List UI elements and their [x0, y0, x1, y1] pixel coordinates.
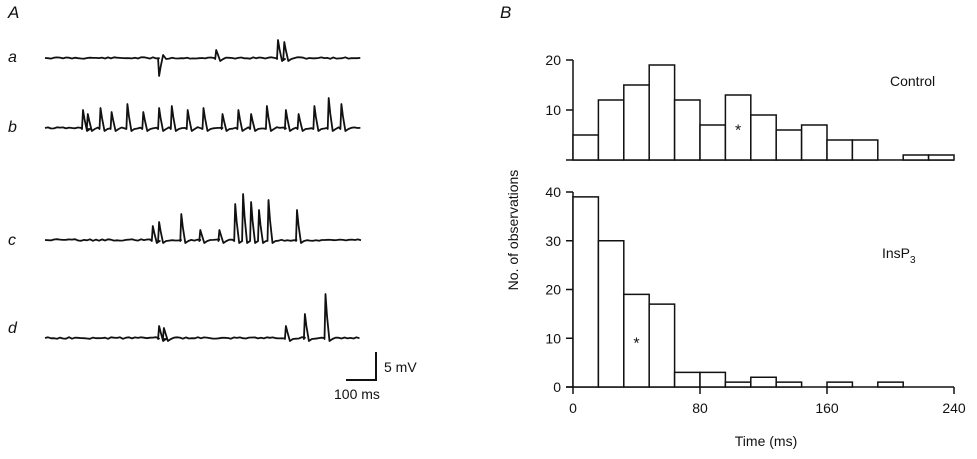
scale-bar	[346, 352, 377, 381]
bar-0-9	[800, 124, 828, 161]
series-label-insp3-sub: 3	[910, 255, 916, 266]
bar-0-6	[724, 94, 752, 161]
x-tick-label-80: 80	[692, 400, 708, 416]
trace-label-b: b	[8, 119, 17, 136]
voltage-trace-c	[44, 193, 362, 244]
series-label-insp3: InsP3	[882, 245, 916, 266]
bar-0-4	[673, 99, 701, 161]
bar-0-2	[623, 84, 650, 161]
y-tick-label-1-20: 20	[545, 282, 561, 298]
histogram-insp3: 0 10 20 30 40 * 0 80 160 240	[545, 184, 965, 416]
scale-time-label: 100 ms	[334, 386, 380, 402]
bar-0-10	[826, 139, 854, 161]
x-tick-label-160: 160	[815, 400, 839, 416]
x-tick-label-240: 240	[942, 400, 966, 416]
voltage-trace-d	[44, 293, 360, 342]
series-label-insp3-main: InsP	[882, 245, 910, 261]
bar-0-1	[597, 99, 625, 161]
bar-1-6	[724, 381, 752, 388]
bar-1-1	[597, 240, 625, 388]
y-tick-label-0-20: 20	[545, 52, 561, 68]
bar-1-12	[877, 381, 904, 388]
series-label-control: Control	[890, 73, 935, 89]
bar-0-8	[775, 129, 803, 161]
bar-0-5	[699, 124, 727, 161]
y-axis-title: No. of observations	[505, 170, 521, 291]
trace-label-d: d	[8, 320, 18, 337]
panel-b-label: B	[500, 3, 511, 22]
mean-marker-1: *	[633, 336, 639, 353]
bar-0-13	[902, 154, 930, 161]
y-tick-label-1-30: 30	[545, 233, 561, 249]
histogram-control: 10 20 *	[545, 52, 955, 161]
bar-1-2	[623, 293, 650, 388]
panel-a-label: A	[7, 3, 19, 22]
panel-a-traces	[44, 39, 362, 342]
y-tick-label-1-40: 40	[545, 184, 561, 200]
bar-1-5	[699, 371, 727, 388]
bar-0-0	[572, 134, 600, 161]
voltage-trace-a	[44, 39, 361, 77]
bar-0-7	[750, 114, 777, 161]
bar-0-11	[851, 139, 879, 161]
x-axis-title: Time (ms)	[735, 433, 797, 449]
bar-0-3	[648, 64, 676, 161]
bar-1-8	[775, 381, 803, 388]
y-tick-label-1-0: 0	[553, 379, 561, 395]
trace-label-c: c	[8, 232, 16, 249]
bar-1-7	[750, 376, 777, 388]
bar-1-4	[673, 371, 701, 388]
scale-voltage-label: 5 mV	[384, 359, 417, 375]
x-tick-label-0: 0	[569, 400, 577, 416]
voltage-trace-b	[44, 97, 361, 132]
mean-marker-0: *	[735, 123, 741, 140]
y-tick-label-0-10: 10	[545, 102, 561, 118]
bar-0-14	[927, 154, 955, 161]
y-tick-label-1-10: 10	[545, 330, 561, 346]
trace-label-a: a	[8, 49, 17, 66]
bar-1-0	[572, 196, 600, 388]
bar-1-3	[648, 303, 676, 388]
bar-1-10	[826, 381, 854, 388]
